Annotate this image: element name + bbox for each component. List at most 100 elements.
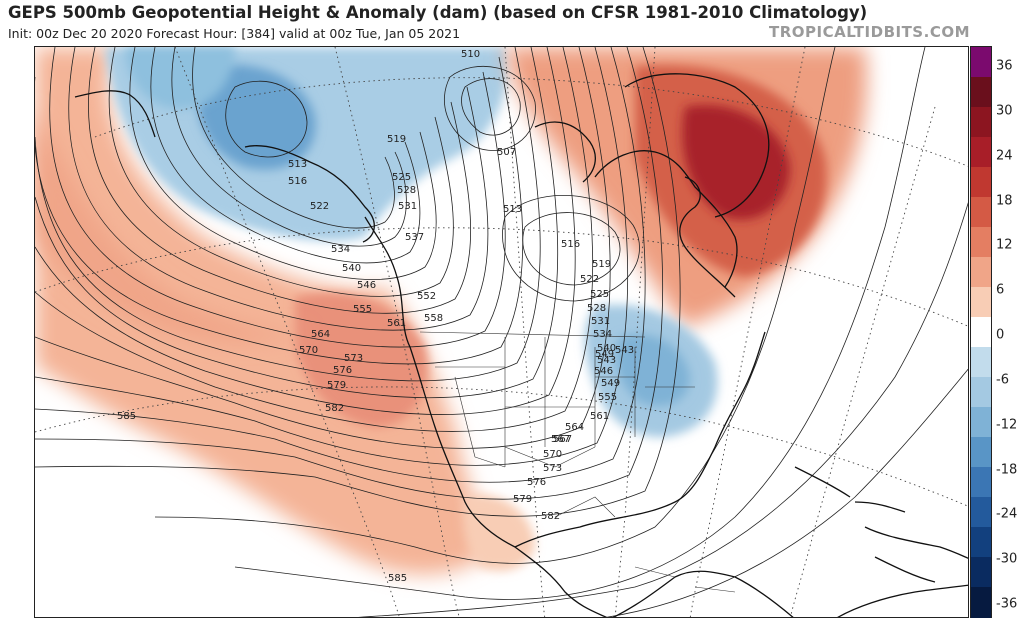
contour-label: 525 (590, 289, 609, 300)
colorbar-segment (971, 137, 991, 168)
contour-label: 570 (299, 345, 318, 356)
height-contours (35, 47, 968, 617)
contour-label: 522 (580, 274, 599, 285)
contour-label: 585 (388, 573, 407, 584)
contour-label: 534 (593, 329, 612, 340)
contour-label: 576 (527, 477, 546, 488)
contour-label: 522 (310, 201, 329, 212)
colorbar-segment (971, 227, 991, 258)
contour-label: 543 (597, 355, 616, 366)
colorbar-tick-label: -6 (996, 372, 1009, 388)
contour-label: 555 (353, 304, 372, 315)
colorbar-segment (971, 377, 991, 408)
contour-label: 585 (117, 411, 136, 422)
contour-label: 549 (601, 378, 620, 389)
contour-label: 507 (497, 147, 516, 158)
colorbar-segment (971, 437, 991, 468)
contour-label: 531 (398, 201, 417, 212)
colorbar-tick-label: -36 (996, 596, 1018, 612)
colorbar-segment (971, 257, 991, 288)
contour-label: 546 (594, 366, 613, 377)
map-title: GEPS 500mb Geopotential Height & Anomaly… (8, 3, 868, 22)
contour-label: 510 (461, 49, 480, 60)
contour-label: 534 (331, 244, 350, 255)
contour-label: 579 (513, 494, 532, 505)
colorbar-tick-label: 30 (996, 103, 1013, 119)
colorbar-tick-label: 18 (996, 193, 1013, 208)
colorbar-tick-label: -12 (996, 417, 1018, 433)
colorbar-segment (971, 47, 991, 78)
colorbar-segment (971, 167, 991, 198)
contour-label: 546 (357, 280, 376, 291)
colorbar (970, 46, 992, 618)
contour-label: 573 (344, 353, 363, 364)
contour-label: 543 (615, 345, 634, 356)
contour-label: 561 (590, 411, 609, 422)
contour-label: 540 (342, 263, 361, 274)
contour-label: 519 (387, 134, 406, 145)
greenland-warm-core (682, 105, 790, 220)
contour-label: 537 (405, 232, 424, 243)
contour-label: 573 (543, 463, 562, 474)
colorbar-segment (971, 287, 991, 318)
contour-label: 540 (597, 343, 616, 354)
contour-label: 528 (587, 303, 606, 314)
contour-label: 582 (325, 403, 344, 414)
contour-label: 567 (553, 434, 572, 445)
contour-label: 519 (592, 259, 611, 270)
coastlines (74, 73, 968, 617)
colorbar-tick-label: 36 (996, 58, 1013, 74)
political-borders (419, 331, 736, 593)
map-subtitle: Init: 00z Dec 20 2020 Forecast Hour: [38… (8, 26, 461, 41)
contour-label: 513 (503, 204, 522, 215)
mexico-weak-warm (463, 495, 535, 571)
colorbar-segment (971, 347, 991, 378)
colorbar-segment (971, 77, 991, 108)
colorbar-segment (971, 497, 991, 528)
colorbar-segment (971, 557, 991, 588)
contour-label: 531 (591, 316, 610, 327)
contour-label: 516 (561, 239, 580, 250)
contour-label: 558 (424, 313, 443, 324)
colorbar-tick-label: -18 (996, 462, 1018, 477)
colorbar-segment (971, 107, 991, 138)
site-watermark: TROPICALTIDBITS.COM (769, 23, 970, 41)
contour-label: 555 (598, 392, 617, 403)
colorbar-tick-label: 0 (996, 327, 1005, 343)
contour-label: 513 (288, 159, 307, 170)
map-canvas: 510 507 513 516 519 522 525 528 531 534 … (35, 47, 968, 617)
colorbar-tick-label: 24 (996, 148, 1013, 164)
contour-label: 579 (327, 380, 346, 391)
lat-lon-grid (35, 47, 968, 617)
header: GEPS 500mb Geopotential Height & Anomaly… (0, 0, 1024, 46)
contour-label: 564 (311, 329, 330, 340)
alaska-cold-core (197, 64, 316, 170)
colorbar-segment (971, 527, 991, 558)
contour-label: 561 (387, 318, 406, 329)
colorbar-tick-label: -30 (996, 551, 1018, 567)
colorbar-segment (971, 587, 991, 618)
colorbar-tick-label: 6 (996, 282, 1005, 298)
contour-label: 576 (333, 365, 352, 376)
colorbar-segment (971, 467, 991, 498)
anomaly-map: 510 507 513 516 519 522 525 528 531 534 … (34, 46, 969, 618)
anomaly-shading (35, 47, 867, 575)
contour-label: 549 (595, 349, 614, 360)
colorbar-tick-label: -24 (996, 506, 1018, 522)
contour-label: 564 (565, 422, 584, 433)
contour-label: 525 (392, 172, 411, 183)
colorbar-tick-label: 12 (996, 237, 1013, 253)
contour-label: 582 (541, 511, 560, 522)
contour-label: 552 (417, 291, 436, 302)
pacific-warm-ring (35, 107, 315, 342)
contour-label: 567 (551, 434, 570, 445)
contour-labels: 510 507 513 516 519 522 525 528 531 534 … (117, 49, 634, 584)
colorbar-segment (971, 197, 991, 228)
contour-label: 528 (397, 185, 416, 196)
contour-label: 570 (543, 449, 562, 460)
contour-label: 516 (288, 176, 307, 187)
colorbar-labels: 36 30 24 18 12 6 0 -6 -12 -18 -24 -30 -36 (994, 46, 1024, 618)
colorbar-segment (971, 407, 991, 438)
colorbar-segment (971, 317, 991, 348)
eastern-us-cold-core (616, 334, 690, 406)
